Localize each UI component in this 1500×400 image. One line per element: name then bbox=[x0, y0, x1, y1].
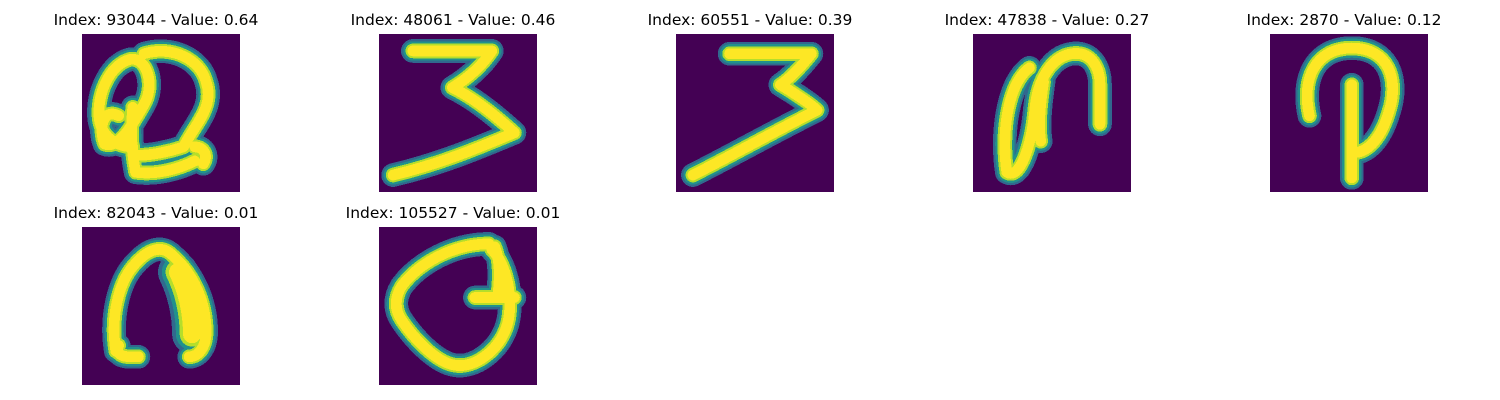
panel-title: Index: 2870 - Value: 0.12 bbox=[1246, 11, 1442, 29]
panel-title: Index: 93044 - Value: 0.64 bbox=[53, 11, 259, 29]
panel-2: Index: 48061 - Value: 0.46 bbox=[303, 0, 603, 192]
panel-title: Index: 82043 - Value: 0.01 bbox=[53, 204, 259, 222]
panel-4: Index: 47838 - Value: 0.27 bbox=[897, 0, 1197, 192]
digit-image bbox=[676, 34, 834, 192]
panel-title: Index: 105527 - Value: 0.01 bbox=[345, 204, 561, 222]
panel-5: Index: 2870 - Value: 0.12 bbox=[1194, 0, 1494, 192]
panel-6: Index: 82043 - Value: 0.01 bbox=[6, 193, 306, 385]
panel-7: Index: 105527 - Value: 0.01 bbox=[303, 193, 603, 385]
panel-title: Index: 47838 - Value: 0.27 bbox=[944, 11, 1150, 29]
digit-image bbox=[82, 227, 240, 385]
digit-image bbox=[379, 34, 537, 192]
digit-image bbox=[82, 34, 240, 192]
digit-image bbox=[1270, 34, 1428, 192]
panel-3: Index: 60551 - Value: 0.39 bbox=[600, 0, 900, 192]
digit-image bbox=[973, 34, 1131, 192]
digit-image bbox=[379, 227, 537, 385]
panel-1: Index: 93044 - Value: 0.64 bbox=[6, 0, 306, 192]
panel-title: Index: 60551 - Value: 0.39 bbox=[647, 11, 853, 29]
panel-title: Index: 48061 - Value: 0.46 bbox=[350, 11, 556, 29]
